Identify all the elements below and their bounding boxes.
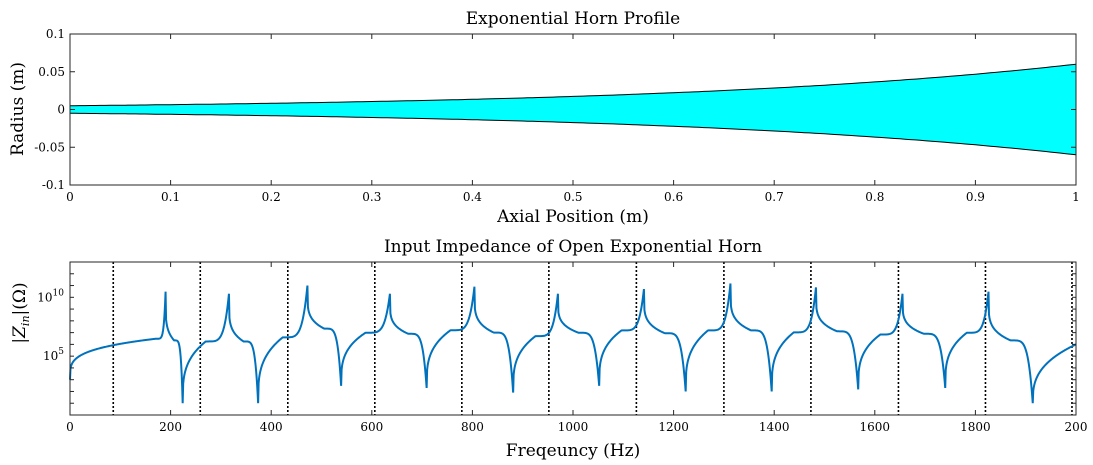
horn-profile-fill <box>70 64 1076 155</box>
x-tick-label: 1800 <box>960 420 991 434</box>
x-tick-label: 0.3 <box>362 190 381 204</box>
x-tick-label: 0.9 <box>966 190 985 204</box>
x-tick-label: 0 <box>66 420 74 434</box>
impedance-y-ticks: 105 1010 <box>37 261 1076 416</box>
x-tick-label: 200 <box>1065 420 1088 434</box>
profile-x-label: Axial Position (m) <box>496 207 649 227</box>
x-tick-label: 400 <box>260 420 283 434</box>
impedance-title: Input Impedance of Open Exponential Horn <box>384 237 762 257</box>
y-tick-label: 0 <box>57 103 65 117</box>
profile-title: Exponential Horn Profile <box>466 9 681 29</box>
y-tick-label: 1010 <box>37 288 64 304</box>
impedance-y-label: |Zin|(Ω) <box>10 282 32 343</box>
x-tick-label: 1200 <box>658 420 689 434</box>
profile-x-ticks: 0 0.1 0.2 0.3 0.4 0.5 0.6 0.7 0.8 0.9 1 <box>66 34 1080 204</box>
x-tick-label: 0.1 <box>161 190 180 204</box>
profile-y-label: Radius (m) <box>8 62 28 156</box>
impedance-x-ticks: 0 200 400 600 800 1000 1200 1400 1600 1800 200 <box>66 262 1087 434</box>
impedance-curve <box>69 283 1077 404</box>
x-tick-label: 200 <box>159 420 182 434</box>
profile-y-ticks: 0.1 0.05 0 -0.05 -0.1 <box>34 27 1076 192</box>
x-tick-label: 1600 <box>860 420 891 434</box>
x-tick-label: 0.2 <box>262 190 281 204</box>
x-tick-label: 0.8 <box>865 190 884 204</box>
x-tick-label: 0.4 <box>463 190 482 204</box>
y-tick-label: 0.1 <box>46 27 65 41</box>
x-tick-label: 800 <box>461 420 484 434</box>
profile-panel: 0 0.1 0.2 0.3 0.4 0.5 0.6 0.7 0.8 0.9 1 0.10.050-0… <box>8 9 1080 227</box>
x-tick-label: 1400 <box>759 420 790 434</box>
cutoff-markers <box>112 262 1073 415</box>
x-tick-label: 0 <box>66 190 74 204</box>
impedance-panel: 0 200 400 600 800 1000 1200 1400 1600 1800 200 105… <box>10 237 1087 461</box>
horn-upper-edge <box>70 63 1077 107</box>
y-tick-label: 0.05 <box>38 65 65 79</box>
y-tick-label: 105 <box>43 347 64 363</box>
x-tick-label: 0.5 <box>563 190 582 204</box>
y-tick-label: -0.1 <box>42 178 65 192</box>
x-tick-label: 1 <box>1072 190 1080 204</box>
horn-lower-edge <box>70 112 1077 156</box>
impedance-x-label: Freqeuncy (Hz) <box>506 441 640 461</box>
impedance-axes-frame <box>69 261 1077 416</box>
x-tick-label: 1000 <box>558 420 589 434</box>
x-tick-label: 600 <box>360 420 383 434</box>
y-tick-label: -0.05 <box>34 140 65 154</box>
x-tick-label: 0.7 <box>765 190 784 204</box>
x-tick-label: 0.6 <box>664 190 683 204</box>
